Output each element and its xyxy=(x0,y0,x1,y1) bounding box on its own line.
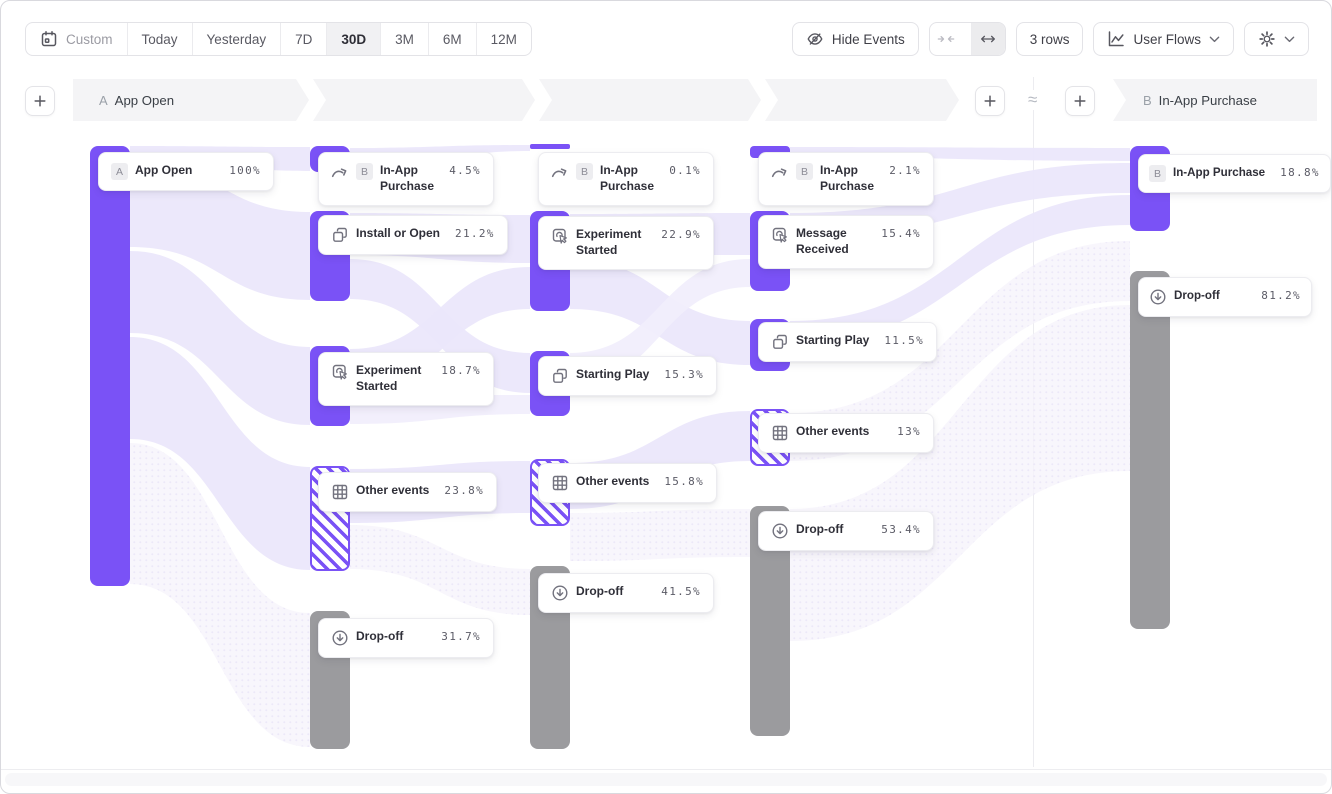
date-range-custom[interactable]: Custom xyxy=(26,23,127,55)
node-card-drop-off-final[interactable]: Drop-off 81.2% xyxy=(1138,277,1312,317)
toolbar-right: Hide Events 3 rows User Flows xyxy=(791,22,1309,56)
plus-icon xyxy=(33,94,47,108)
step-badge: B xyxy=(576,163,593,180)
node-bar-app-open[interactable] xyxy=(90,146,130,586)
forward-arrow-icon xyxy=(331,163,349,181)
canvas-bottom-border xyxy=(1,769,1331,770)
forward-arrow-icon xyxy=(771,163,789,181)
step-badge: B xyxy=(796,163,813,180)
flow-connector-symbol: ≈ xyxy=(1025,90,1041,110)
flow-a-step-band-4[interactable] xyxy=(765,79,959,121)
node-card-inapp-purchase-final[interactable]: B In-App Purchase 18.8% xyxy=(1138,154,1331,193)
gear-icon xyxy=(1258,30,1276,48)
node-card-experiment-started-2[interactable]: Experiment Started 22.9% xyxy=(538,216,714,270)
copy-icon xyxy=(771,333,789,351)
grid-icon xyxy=(331,483,349,501)
node-card-inapp-purchase-2[interactable]: B In-App Purchase 0.1% xyxy=(538,152,714,206)
add-step-right-button[interactable] xyxy=(1065,86,1095,116)
node-card-other-events-3[interactable]: Other events 13% xyxy=(758,413,934,453)
forward-arrow-icon xyxy=(551,163,569,181)
line-chart-icon xyxy=(1107,30,1125,48)
flow-b-step-band[interactable]: B In-App Purchase xyxy=(1113,79,1317,121)
node-card-message-received[interactable]: Message Received 15.4% xyxy=(758,215,934,269)
step-badge: A xyxy=(111,163,128,180)
step-badge: B xyxy=(1149,165,1166,182)
expand-columns-icon xyxy=(979,30,997,48)
node-card-drop-off-1[interactable]: Drop-off 31.7% xyxy=(318,618,494,658)
plus-icon xyxy=(1073,94,1087,108)
drop-off-icon xyxy=(551,584,569,602)
node-card-drop-off-2[interactable]: Drop-off 41.5% xyxy=(538,573,714,613)
node-card-inapp-purchase-3[interactable]: B In-App Purchase 2.1% xyxy=(758,152,934,206)
flow-a-badge: A xyxy=(99,92,108,108)
node-bar-drop-off-final[interactable] xyxy=(1130,271,1170,629)
drop-off-icon xyxy=(331,629,349,647)
eye-off-icon xyxy=(806,30,824,48)
date-range-7d[interactable]: 7D xyxy=(280,23,326,55)
flow-b-label: In-App Purchase xyxy=(1158,92,1257,108)
column-width-toggle xyxy=(928,22,1006,56)
date-range-selector: Custom Today Yesterday 7D 30D 3M 6M 12M xyxy=(25,22,532,56)
date-range-30d[interactable]: 30D xyxy=(326,23,381,55)
hide-events-button[interactable]: Hide Events xyxy=(791,22,919,56)
flow-divider xyxy=(1033,77,1034,767)
node-card-other-events-2[interactable]: Other events 15.8% xyxy=(538,463,718,503)
collapse-columns-button[interactable] xyxy=(930,23,963,55)
add-step-left-button[interactable] xyxy=(25,86,55,116)
chevron-down-icon xyxy=(1209,34,1220,45)
copy-icon xyxy=(551,367,569,385)
rows-button[interactable]: 3 rows xyxy=(1015,22,1084,56)
node-card-inapp-purchase-1[interactable]: B In-App Purchase 4.5% xyxy=(318,152,494,206)
experiment-icon xyxy=(331,363,349,381)
copy-icon xyxy=(331,226,349,244)
date-range-today[interactable]: Today xyxy=(126,23,192,55)
date-range-label: Custom xyxy=(66,31,113,47)
node-card-starting-play-2[interactable]: Starting Play 11.5% xyxy=(758,322,938,362)
node-card-app-open[interactable]: A App Open 100% xyxy=(98,152,274,191)
expand-columns-button[interactable] xyxy=(970,23,1005,55)
horizontal-scrollbar-track[interactable] xyxy=(5,773,1327,786)
experiment-icon xyxy=(551,227,569,245)
flow-a-label: App Open xyxy=(114,92,175,108)
node-card-drop-off-3[interactable]: Drop-off 53.4% xyxy=(758,511,934,551)
date-range-3m[interactable]: 3M xyxy=(380,23,428,55)
drop-off-icon xyxy=(771,522,789,540)
node-card-starting-play-1[interactable]: Starting Play 15.3% xyxy=(538,356,718,396)
node-card-other-events-1[interactable]: Other events 23.8% xyxy=(318,472,498,512)
date-range-yesterday[interactable]: Yesterday xyxy=(191,23,281,55)
date-range-6m[interactable]: 6M xyxy=(427,23,476,55)
node-bar-inapp-purchase-2[interactable] xyxy=(530,144,570,149)
chevron-down-icon xyxy=(1284,34,1295,45)
calendar-icon xyxy=(40,30,58,48)
grid-icon xyxy=(551,474,569,492)
flow-b-badge: B xyxy=(1143,92,1152,108)
view-selector-button[interactable]: User Flows xyxy=(1093,22,1234,56)
date-range-12m[interactable]: 12M xyxy=(475,23,531,55)
drop-off-icon xyxy=(1149,288,1167,306)
node-card-install-or-open[interactable]: Install or Open 21.2% xyxy=(318,215,508,255)
node-card-experiment-started-1[interactable]: Experiment Started 18.7% xyxy=(318,352,494,406)
step-badge: B xyxy=(356,163,373,180)
add-step-mid-button[interactable] xyxy=(975,86,1005,116)
settings-button[interactable] xyxy=(1244,22,1309,56)
flow-a-step-band[interactable]: A App Open xyxy=(73,79,309,121)
plus-icon xyxy=(983,94,997,108)
experiment-icon xyxy=(771,226,789,244)
flow-a-step-band-2[interactable] xyxy=(313,79,535,121)
grid-icon xyxy=(771,424,789,442)
collapse-columns-icon xyxy=(937,30,955,48)
flow-a-step-band-3[interactable] xyxy=(539,79,761,121)
